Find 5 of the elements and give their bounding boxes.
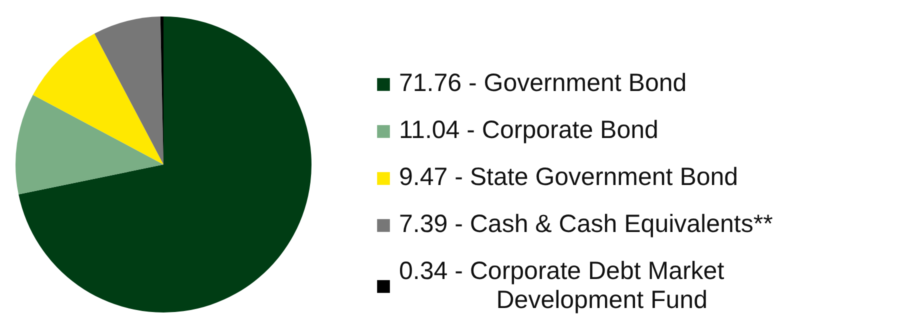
legend-label: 0.34 - Corporate Debt Market Development Fund [399, 257, 724, 315]
legend-label: 11.04 - Corporate Bond [399, 116, 658, 145]
legend-label: 71.76 - Government Bond [399, 69, 687, 98]
legend-label: 7.39 - Cash & Cash Equivalents** [399, 210, 773, 239]
legend-label: 9.47 - State Government Bond [399, 163, 738, 192]
